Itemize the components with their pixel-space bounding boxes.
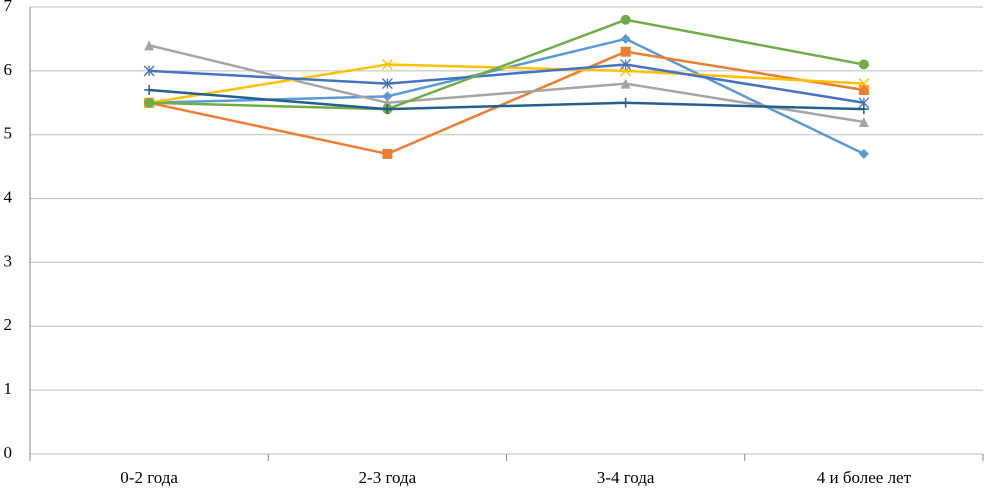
marker [144, 97, 155, 108]
marker [620, 59, 632, 70]
marker [382, 91, 393, 102]
marker [858, 59, 869, 70]
y-tick-label: 0 [4, 443, 13, 462]
x-tick-label: 0-2 года [120, 468, 178, 487]
series-line [149, 63, 865, 105]
marker [620, 14, 631, 25]
series-line [148, 63, 864, 105]
series-line [149, 88, 864, 111]
marker [381, 78, 393, 90]
series-line [149, 18, 865, 111]
marker [620, 33, 631, 44]
y-tick-label: 7 [4, 0, 13, 15]
marker [858, 116, 869, 127]
series-line [148, 50, 865, 156]
y-tick-label: 3 [4, 251, 13, 270]
marker [620, 97, 631, 108]
y-tick-label: 4 [4, 187, 13, 206]
x-tick-label: 2-3 года [359, 468, 417, 487]
marker [382, 148, 393, 159]
marker [858, 148, 869, 159]
x-tick-label: 3-4 года [597, 468, 655, 487]
series-line [149, 37, 865, 155]
series-line [148, 44, 865, 124]
y-tick-label: 1 [4, 379, 13, 398]
y-tick-label: 5 [4, 124, 13, 143]
marker [144, 85, 155, 96]
y-tick-label: 2 [4, 315, 13, 334]
marker [620, 46, 631, 57]
marker [858, 85, 869, 96]
marker [858, 104, 869, 115]
marker [381, 58, 393, 71]
marker [858, 78, 870, 90]
marker [143, 65, 155, 77]
marker [144, 40, 155, 51]
marker [620, 78, 631, 89]
marker [382, 104, 393, 115]
y-tick-label: 6 [4, 60, 13, 79]
x-tick-label: 4 и более лет [817, 468, 912, 487]
